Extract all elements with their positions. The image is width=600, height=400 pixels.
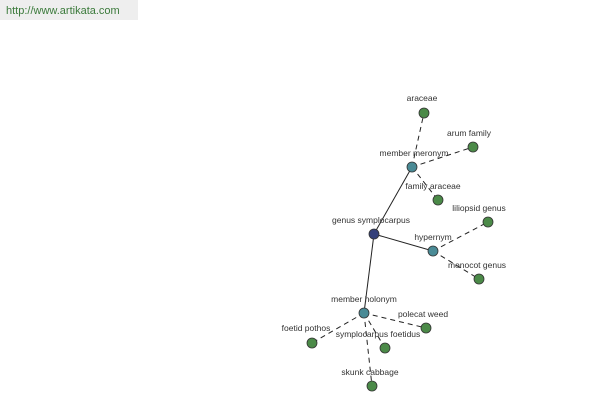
node-label: family araceae: [405, 181, 461, 191]
site-url[interactable]: http://www.artikata.com: [0, 0, 138, 20]
node-label: arum family: [447, 128, 492, 138]
node: [358, 307, 370, 319]
edge: [373, 233, 434, 252]
node: [406, 161, 418, 173]
node-label: symplocarpus foetidus: [336, 329, 421, 339]
node-label: member holonym: [331, 294, 397, 304]
edge: [363, 312, 373, 387]
node: [368, 228, 380, 240]
node: [379, 342, 391, 354]
node: [420, 322, 432, 334]
edge: [363, 312, 386, 349]
node: [427, 245, 439, 257]
edge: [373, 166, 413, 235]
node: [418, 107, 430, 119]
node: [366, 380, 378, 392]
node-label: member meronym: [380, 148, 449, 158]
edge: [311, 312, 365, 344]
node-label: hypernym: [414, 232, 451, 242]
edge: [411, 112, 425, 168]
node: [467, 141, 479, 153]
node-label: liliopsid genus: [452, 203, 505, 213]
node: [432, 194, 444, 206]
edge: [411, 166, 439, 201]
node-label: foetid pothos: [282, 323, 331, 333]
node-label: genus symplocarpus: [332, 215, 410, 225]
node-label: araceae: [407, 93, 438, 103]
node: [306, 337, 318, 349]
node-label: skunk cabbage: [341, 367, 398, 377]
node: [473, 273, 485, 285]
edge: [432, 221, 489, 252]
edge: [363, 233, 375, 314]
node-label: polecat weed: [398, 309, 448, 319]
node: [482, 216, 494, 228]
node-label: monocot genus: [448, 260, 506, 270]
edge: [411, 146, 474, 168]
edge: [363, 312, 427, 329]
